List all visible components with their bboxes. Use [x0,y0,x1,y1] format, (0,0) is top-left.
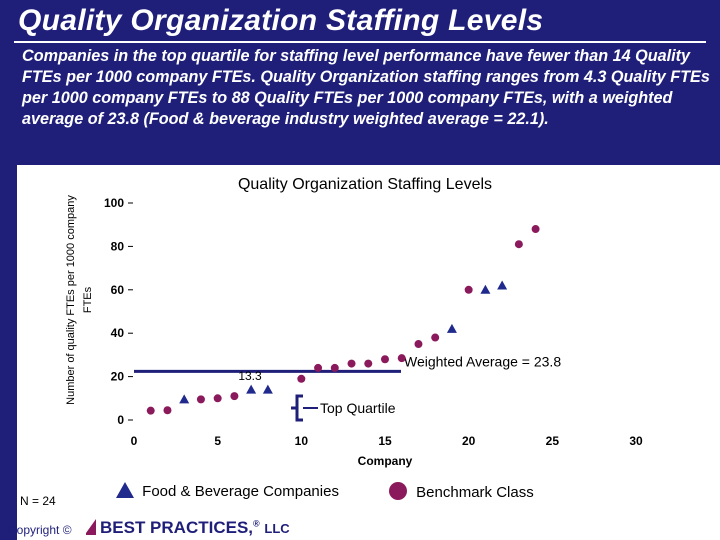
benchmark-point [314,363,323,372]
benchmark-point [531,225,540,234]
benchmark-point [514,240,523,249]
page-number: 20 [680,521,695,536]
brand-llc: LLC [264,521,290,536]
x-tick-label: 0 [131,434,138,448]
y-axis-label-line1: Number of quality FTEs per 1000 company [65,195,77,405]
y-tick-label: 60 [111,283,125,297]
best-practices-logo-icon [86,519,96,535]
y-tick-label: 40 [111,326,125,340]
y-tick-label: 0 [117,413,124,427]
y-tick-label: 80 [111,239,125,253]
legend-benchmark-class: Benchmark Class [388,482,534,501]
brand-text: BEST PRACTICES, [100,518,254,537]
legend-food-beverage: Food & Beverage Companies [116,482,339,500]
circle-marker-icon [389,482,407,500]
legend-food-beverage-label: Food & Beverage Companies [142,483,339,500]
benchmark-point [464,285,473,294]
x-tick-label: 25 [546,434,560,448]
chart-title: Quality Organization Staffing Levels [238,176,492,193]
x-tick-label: 15 [378,434,392,448]
food-beverage-point [446,323,457,333]
benchmark-point [431,333,440,342]
copyright-text: Copyright © [8,523,72,537]
food-beverage-point [179,394,190,404]
brand-registered: ® [253,518,260,529]
weighted-average-label: Weighted Average = 23.8 [404,353,561,369]
triangle-marker-icon [116,482,134,498]
chart-panel [17,165,720,540]
y-tick-label: 20 [111,370,125,384]
slide-subtitle: Companies in the top quartile for staffi… [22,47,710,128]
benchmark-point [297,374,306,383]
x-tick-label: 5 [214,434,221,448]
benchmark-point [347,359,356,368]
quartile-value-label: 13.3 [238,369,262,383]
food-beverage-point [497,280,508,290]
benchmark-point [330,363,339,372]
y-axis-label-line2: FTEs [82,286,94,313]
benchmark-point [397,354,406,363]
sample-size-label: N = 24 [20,494,56,508]
benchmark-point [163,406,172,415]
legend-benchmark-class-label: Benchmark Class [416,484,534,501]
x-tick-label: 20 [462,434,476,448]
brand-name: BEST PRACTICES,® LLC [100,518,290,538]
benchmark-point [414,340,423,349]
top-quartile-bracket [291,394,303,422]
title-bar [0,0,720,42]
benchmark-point [364,359,373,368]
x-tick-label: 10 [295,434,309,448]
benchmark-point [213,394,222,403]
food-beverage-point [480,284,491,294]
benchmark-point [381,355,389,364]
food-beverage-point [246,384,257,394]
y-tick-label: 100 [104,196,124,210]
x-axis-label: Company [358,454,413,468]
benchmark-point [196,395,205,404]
food-beverage-point [262,384,273,394]
title-divider [14,41,706,43]
benchmark-point [146,406,155,415]
slide-title: Quality Organization Staffing Levels [18,4,544,37]
x-tick-label: 30 [629,434,643,448]
benchmark-point [230,392,239,401]
top-quartile-label: Top Quartile [320,400,396,416]
